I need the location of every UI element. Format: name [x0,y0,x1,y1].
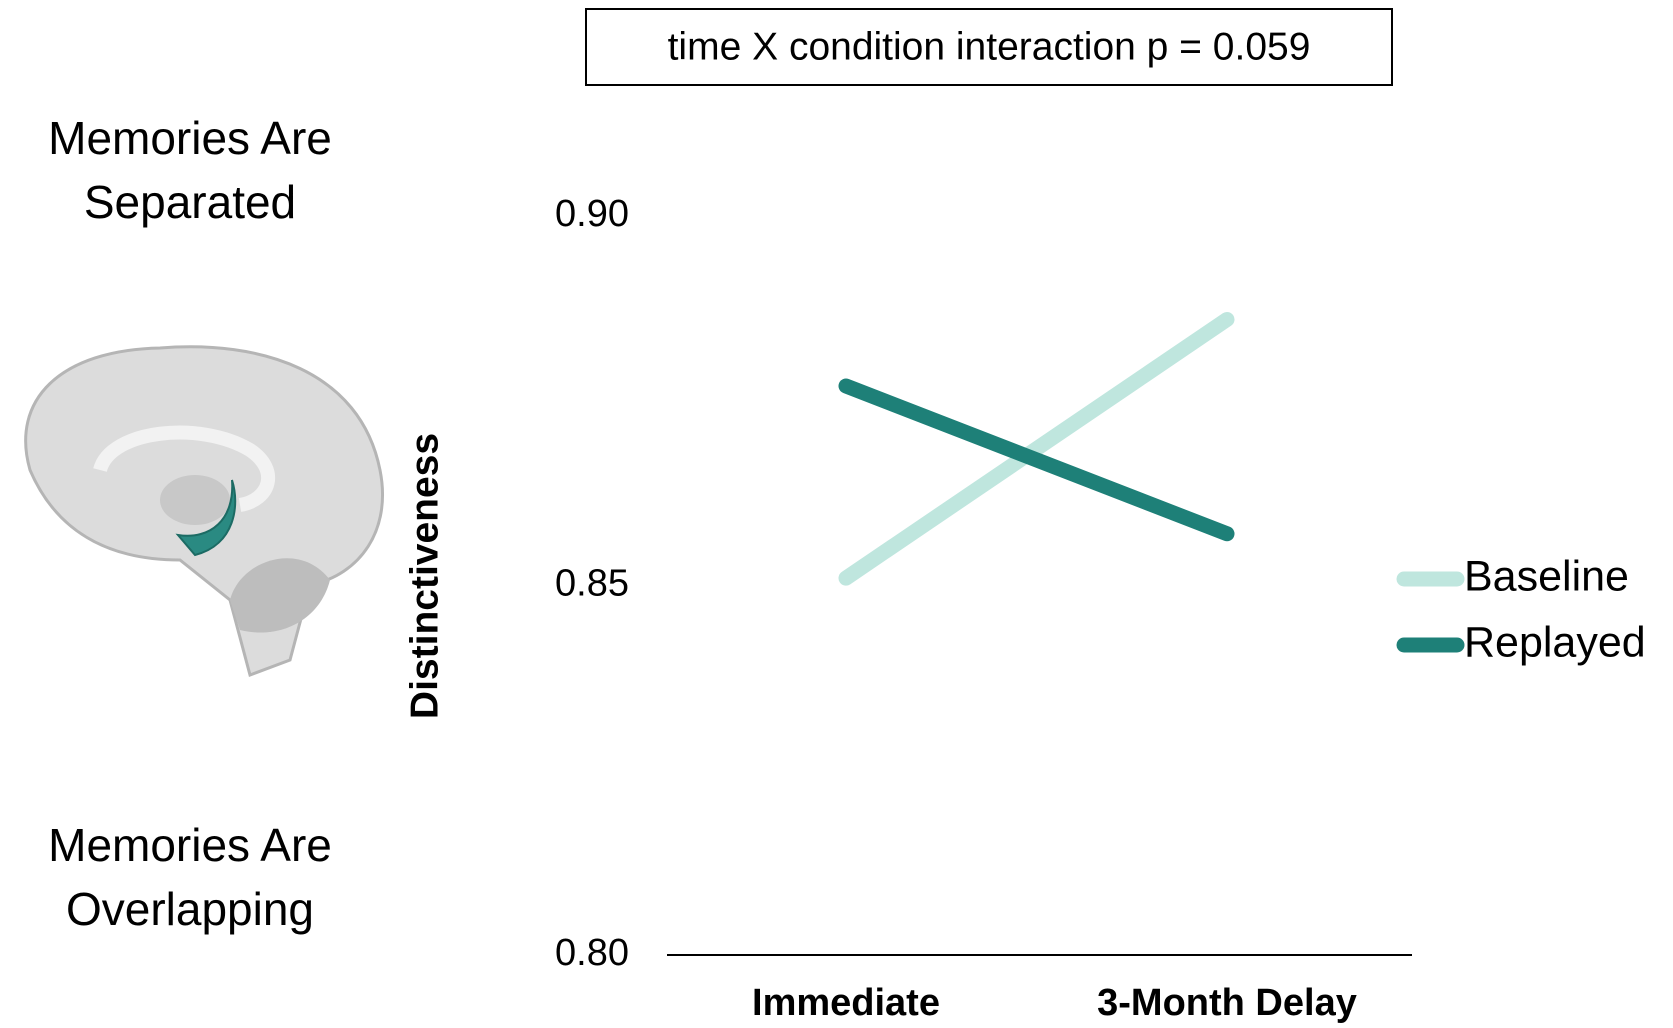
y-axis-label: Distinctiveness [403,433,446,719]
annotation-box [585,8,1393,86]
x-tick-label: Immediate [752,982,940,1024]
legend-label: Replayed [1464,618,1646,666]
brain-illustration [24,345,385,677]
bottom-label: Memories Are [48,819,332,871]
x-tick-label: 3-Month Delay [1097,982,1357,1024]
top-label: Separated [84,176,296,228]
y-tick-label: 0.85 [555,563,629,605]
series-line [838,311,1235,586]
y-tick-label: 0.80 [555,932,629,974]
top-label: Memories Are [48,112,332,164]
annotation: time X condition interaction p = 0.059 [668,25,1311,68]
y-tick-label: 0.90 [555,193,629,235]
series-line [838,378,1235,542]
legend-label: Baseline [1464,552,1629,600]
bottom-label: Overlapping [66,883,314,935]
